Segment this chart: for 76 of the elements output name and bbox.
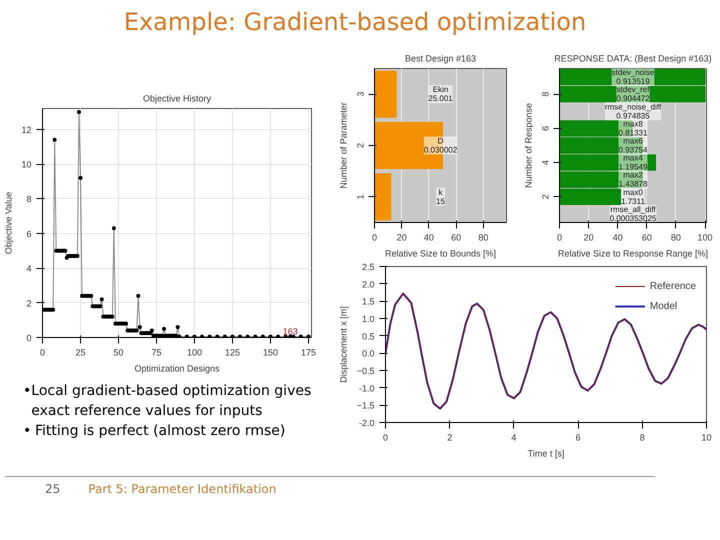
y-tick-label: 1.5	[362, 296, 375, 307]
y-tick-label: 3	[356, 92, 366, 97]
x-tick-label: 100	[186, 348, 202, 358]
x-tick-label: 60	[451, 232, 462, 242]
x-tick-label: 25	[75, 348, 86, 358]
x-axis-title: Optimization Designs	[134, 364, 220, 374]
annotation: D 0.030002	[424, 136, 458, 154]
x-axis-title: Time t [s]	[528, 448, 564, 458]
y-tick-label: 4	[540, 160, 550, 166]
legend-label: Model	[650, 300, 678, 312]
x-tick-label: 40	[612, 232, 623, 242]
x-tick-label: 10	[701, 432, 712, 442]
x-tick-label: 0	[40, 348, 46, 358]
chart-title: Objective History	[142, 94, 212, 104]
y-tick-label: 0.0	[362, 348, 375, 359]
x-tick-label: 100	[698, 232, 713, 242]
text: •	[22, 422, 32, 441]
y-tick-label: -2.0	[358, 418, 375, 428]
x-tick-label: 4	[511, 432, 516, 442]
text: 25	[45, 482, 60, 496]
x-tick-label: 6	[576, 432, 581, 442]
annotation: Ekin 25.001	[428, 85, 454, 104]
y-tick-label: 0.5	[362, 331, 375, 342]
x-tick-label: 80	[478, 232, 488, 242]
y-tick-label: −0.5	[356, 366, 375, 376]
y-tick-label: −1.5	[356, 400, 375, 411]
y-tick-label: 1.0	[362, 314, 375, 324]
annotation: 163	[282, 326, 298, 337]
y-axis-title: Objective Value	[3, 192, 14, 254]
annotation: rmse_all_diff 0.000353025	[610, 204, 657, 223]
y-tick-label: 1	[356, 194, 366, 200]
chart-title: RESPONSE DATA: (Best Design #163)	[554, 54, 712, 64]
x-tick-label: 20	[584, 232, 594, 242]
text: •	[22, 382, 32, 401]
x-tick-label: 125	[224, 348, 240, 358]
y-tick-label: 8	[540, 92, 550, 97]
x-tick-label: 0	[382, 432, 388, 442]
text: Local gradient-based optimization gives exact reference values for inputs	[31, 382, 312, 421]
y-tick-label: 10	[21, 160, 32, 170]
x-tick-label: 150	[262, 348, 278, 358]
y-tick-label: 2.5	[362, 262, 375, 272]
y-tick-label: 4	[26, 264, 32, 274]
legend-label: Reference	[650, 280, 696, 292]
x-axis-title: Relative Size to Response Range [%]	[558, 248, 708, 258]
bar	[374, 173, 392, 220]
y-tick-label: -1.0	[358, 383, 375, 394]
y-tick-label: 2	[540, 194, 550, 200]
bar	[374, 70, 397, 118]
y-tick-label: 12	[21, 124, 32, 135]
x-tick-label: 0	[556, 232, 562, 242]
y-axis-title: Displacement x [m]	[338, 306, 349, 383]
annotation: k 15	[436, 188, 446, 206]
x-tick-label: 60	[642, 232, 652, 242]
y-axis-title: Number of Parameter	[338, 102, 348, 189]
annotation: stdev_ref 0.904472	[616, 85, 650, 104]
y-tick-label: 2	[356, 142, 366, 148]
x-tick-label: 75	[151, 348, 162, 358]
x-tick-label: 8	[640, 432, 645, 442]
annotation: max0 1.7311	[621, 188, 646, 206]
x-tick-label: 20	[396, 232, 407, 242]
y-tick-label: 6	[540, 126, 550, 131]
x-tick-label: 2	[447, 432, 452, 442]
y-tick-label: 8	[26, 194, 32, 204]
text: Fitting is perfect (almost zero rmse)	[35, 422, 286, 441]
y-tick-label: 2	[26, 298, 32, 308]
text: Example: Gradient-based optimization	[122, 7, 588, 38]
x-tick-label: 175	[300, 348, 316, 358]
x-tick-label: 50	[113, 348, 124, 358]
chart-title: Best Design #163	[404, 54, 476, 64]
y-tick-label: 2.0	[362, 279, 375, 290]
x-tick-label: 80	[670, 232, 681, 242]
x-axis-title: Relative Size to Bounds [%]	[384, 248, 496, 258]
x-tick-label: 40	[424, 232, 434, 242]
text: Part 5: Parameter Identifikation	[88, 482, 276, 496]
y-axis-title: Number of Response	[524, 102, 534, 188]
y-tick-label: 0	[26, 333, 32, 343]
